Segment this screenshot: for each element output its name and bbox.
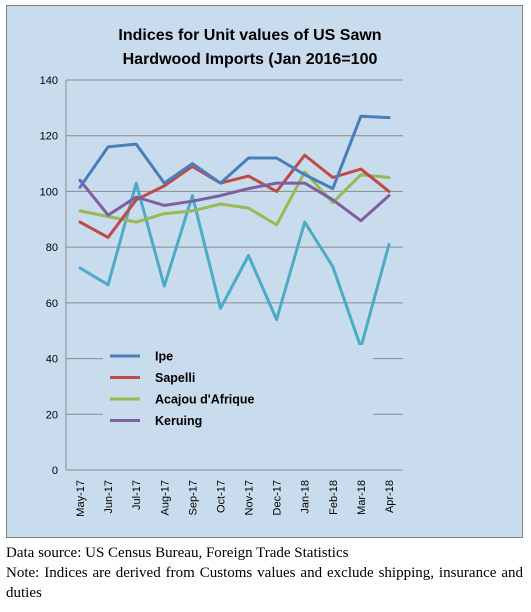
series-line-2 (78, 170, 391, 227)
x-tick-label: Apr-18 (384, 480, 396, 513)
y-tick-label: 20 (46, 409, 58, 421)
x-tick-label: Jun-17 (103, 480, 115, 514)
x-tick-label: Mar-18 (356, 480, 368, 515)
y-tick-label: 40 (46, 354, 58, 366)
x-tick-label: Jul-17 (131, 480, 143, 510)
y-tick-label: 60 (46, 298, 58, 310)
legend-label: Keruing (155, 414, 202, 428)
legend-box (103, 345, 373, 437)
data-source-text: Data source: US Census Bureau, Foreign T… (6, 545, 349, 561)
y-tick-label: 140 (40, 75, 58, 87)
line-chart: 0 20 40 60 80 100 120 140 May-17 Jun-17 Jul-17 Aug… (40, 75, 403, 517)
x-tick-labels: May-17 Jun-17 Jul-17 Aug-17 Sep-17 Oct-17 Nov-… (75, 480, 396, 517)
axes (65, 80, 403, 471)
y-tick-label: 0 (52, 465, 58, 477)
series-line-3 (78, 178, 391, 223)
chart-title: Indices for Unit values of US Sawn Hardw… (40, 24, 460, 72)
chart-title-line2: Hardwood Imports (Jan 2016=100 (122, 51, 378, 68)
y-tick-labels: 0 20 40 60 80 100 120 140 (40, 75, 58, 477)
y-tick-label: 100 (40, 186, 58, 198)
footer: Data source: US Census Bureau, Foreign T… (6, 543, 523, 603)
x-tick-label: Aug-17 (159, 480, 171, 515)
y-tick-label: 120 (40, 131, 58, 143)
legend-label: Sapelli (155, 371, 195, 385)
series-line-0 (78, 114, 391, 191)
series-lines (78, 114, 391, 349)
legend: Ipe Sapelli Acajou d'Afrique Keruing (103, 345, 373, 437)
x-tick-label: Jan-18 (300, 480, 312, 514)
x-tick-label: May-17 (75, 480, 87, 517)
x-tick-label: Nov-17 (244, 480, 256, 515)
chart-title-line1: Indices for Unit values of US Sawn (118, 27, 382, 44)
x-tick-label: Oct-17 (215, 480, 227, 513)
x-tick-label: Sep-17 (187, 480, 199, 515)
note-text: Note: Indices are derived from Customs v… (6, 565, 523, 601)
x-tick-label: Dec-17 (272, 480, 284, 515)
legend-label: Acajou d'Afrique (155, 393, 255, 407)
y-tick-label: 80 (46, 242, 58, 254)
legend-label: Ipe (155, 350, 173, 364)
x-tick-label: Feb-18 (328, 480, 340, 515)
